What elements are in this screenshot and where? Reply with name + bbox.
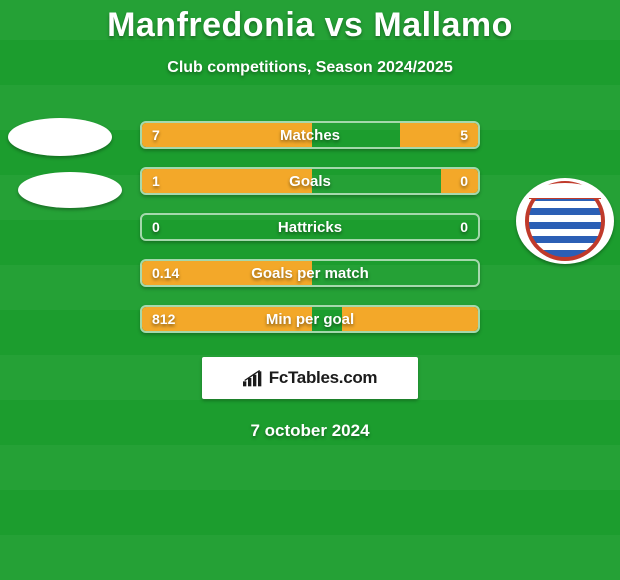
branding-text: FcTables.com (269, 368, 378, 388)
page-subtitle: Club competitions, Season 2024/2025 (0, 59, 620, 77)
comparison-card: Manfredonia vs Mallamo Club competitions… (0, 0, 620, 580)
page-title: Manfredonia vs Mallamo (0, 0, 620, 45)
fctables-icon (243, 369, 263, 387)
stat-row: 0 Hattricks 0 (140, 213, 480, 241)
stat-label: Min per goal (266, 311, 354, 328)
stat-value-left: 0 (152, 219, 160, 235)
stat-row: 812 Min per goal (140, 305, 480, 333)
stat-label: Hattricks (278, 219, 342, 236)
stat-value-right: 5 (460, 127, 468, 143)
stat-bar-right (342, 307, 478, 331)
stat-label: Goals (289, 173, 331, 190)
team-left-placeholder-1 (8, 118, 112, 156)
date-label: 7 october 2024 (0, 421, 620, 441)
stat-row: 0.14 Goals per match (140, 259, 480, 287)
stat-value-right: 0 (460, 173, 468, 189)
stat-row: 7 Matches 5 (140, 121, 480, 149)
stat-value-left: 1 (152, 173, 160, 189)
branding-badge: FcTables.com (202, 357, 418, 399)
stat-label: Matches (280, 127, 340, 144)
team-right-crest-banner (529, 183, 601, 199)
stat-value-left: 0.14 (152, 265, 179, 281)
stat-bar-left (142, 169, 312, 193)
stat-value-right: 0 (460, 219, 468, 235)
stat-row: 1 Goals 0 (140, 167, 480, 195)
team-right-crest (516, 178, 614, 264)
stat-label: Goals per match (251, 265, 369, 282)
stat-value-left: 7 (152, 127, 160, 143)
stat-value-left: 812 (152, 311, 175, 327)
team-left-placeholder-2 (18, 172, 122, 208)
team-right-crest-shield (525, 181, 605, 261)
